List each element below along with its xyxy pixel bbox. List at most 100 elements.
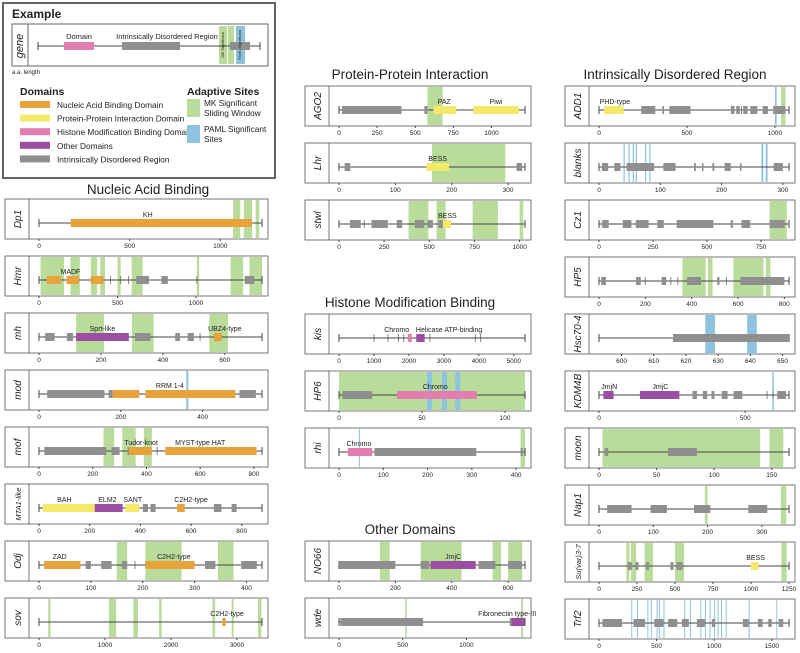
gene-label: MTA1-like	[14, 487, 23, 520]
gene-panel-hsc70-4: Hsc70-4 600 610 620 630 640 650	[564, 313, 796, 365]
example-domain-label: Domain	[66, 32, 92, 41]
axis-tick-label: 640	[745, 358, 756, 365]
domain-block-idr	[712, 163, 715, 171]
section-title-histone: Histone Modification Binding	[325, 295, 495, 310]
axis-tick-label: 600	[186, 528, 197, 535]
axis-tick-label: 300	[503, 187, 514, 194]
axis-tick-label: 200	[84, 528, 95, 535]
axis-tick-label: 0	[337, 585, 341, 592]
gene-label: NO66	[313, 548, 324, 575]
gene-label: Hmr	[13, 266, 24, 286]
paml-site	[663, 600, 665, 638]
domain-block-idr	[516, 163, 523, 171]
legend-label-ppi: Protein-Protein Interaction Domain	[57, 114, 185, 124]
domain-label: JmjN	[601, 384, 617, 391]
mk-window	[103, 428, 115, 466]
legend-adaptive-list: MK Significant Sliding Window PAML Signifi…	[187, 98, 267, 144]
axis-tick-label: 1000	[189, 300, 204, 307]
section-title-ppi: Protein-Protein Interaction	[332, 67, 489, 82]
domain-label: SANT	[123, 497, 142, 504]
domain-block-idr	[676, 562, 683, 570]
domain-block-idr	[135, 333, 151, 341]
domain-block-ppi	[125, 504, 140, 512]
mk-window	[212, 599, 216, 637]
domain-block-idr	[743, 106, 748, 114]
domain-block-ppi	[751, 562, 759, 570]
domain-block-other	[511, 618, 525, 626]
domain-block-ppi	[433, 106, 457, 114]
axis-tick-label: 800	[236, 528, 247, 535]
axis-tick-label: 100	[378, 472, 389, 479]
gene-label: Nap1	[573, 493, 584, 517]
domain-block-idr	[142, 504, 148, 512]
mk-window	[780, 486, 787, 524]
domain-block-idr	[349, 220, 361, 228]
axis-tick-label: 800	[779, 301, 790, 308]
axis-tick-label: 0	[37, 642, 41, 649]
domain-block-idr	[602, 163, 609, 171]
domain-label: Chromo	[346, 441, 371, 448]
axis-tick-label: 400	[157, 357, 168, 364]
axis-tick-label: 100	[648, 529, 659, 536]
domain-block-other	[603, 391, 614, 399]
axis-tick-label: 300	[777, 187, 788, 194]
axis-tick-label: 200	[446, 187, 457, 194]
axis-tick-label: 500	[740, 415, 751, 422]
domain-block-idr	[757, 619, 763, 627]
gene-label: HP5	[573, 267, 584, 287]
gene-label: Cz1	[573, 211, 584, 229]
axis-tick-label: 2000	[164, 642, 179, 649]
domain-block-idr	[111, 447, 120, 455]
paml-site	[725, 600, 727, 638]
mk-window	[258, 599, 262, 637]
axis-tick-label: 0	[337, 130, 341, 137]
axis-tick-label: 1000	[367, 358, 382, 365]
domain-label: JmjC	[652, 384, 668, 391]
axis-tick-label: 0	[337, 415, 341, 422]
domain-label: PHD-type	[600, 99, 630, 106]
gene-panel-ago2: AGO2 PAZ Piwi 0 250 500 750 1000	[304, 85, 532, 137]
domain-block-nucleic	[66, 276, 80, 284]
gene-label: Hsc70-4	[573, 315, 584, 353]
paml-site	[709, 600, 711, 638]
paml-site	[717, 600, 719, 638]
mk-window	[230, 257, 244, 295]
domain-block-idr	[635, 562, 639, 570]
domain-block-idr	[694, 505, 711, 513]
axis-tick-label: 300	[756, 529, 767, 536]
domain-block-idr	[741, 220, 751, 228]
axis-tick-label: 0	[597, 529, 601, 536]
example-mk-vertical-label: MK Significant	[220, 31, 225, 57]
gene-panel-moon: moon 0 50 100 150	[564, 427, 796, 479]
legend-swatch-other	[20, 141, 50, 149]
axis-tick-label: 0	[37, 300, 41, 307]
axis-tick-label: 0	[37, 414, 41, 421]
axis-tick-label: 2000	[402, 358, 417, 365]
axis-tick-label: 600	[219, 357, 230, 364]
axis-tick-label: 0	[37, 243, 41, 250]
gene-panel-wde: wde Fibronectin type-III 0 500 1000	[304, 597, 536, 649]
domain-block-idr	[669, 106, 691, 114]
mk-window	[255, 200, 260, 238]
example-domain-block	[64, 42, 94, 50]
gene-panel-dp1: Dp1 KH 0 500 1000	[4, 198, 269, 250]
axis-tick-label: 500	[424, 244, 435, 251]
axis-tick-label: 0	[37, 357, 41, 364]
domain-block-idr	[175, 333, 180, 341]
domain-label: Chromo	[384, 327, 409, 334]
domain-block-idr	[773, 163, 783, 171]
domain-label: C2H2-type	[157, 554, 191, 561]
mk-window	[231, 599, 234, 637]
domain-block-idr	[694, 163, 696, 171]
axis-tick-label: 200	[87, 471, 98, 478]
domain-block-nucleic	[112, 390, 140, 398]
gene-label: moon	[573, 435, 584, 460]
axis-tick-label: 400	[135, 528, 146, 535]
panel-frame	[304, 313, 532, 355]
domain-block-idr	[602, 619, 623, 627]
domain-block-idr	[635, 220, 649, 228]
domain-block-histone	[407, 334, 412, 342]
axis-tick-label: 5000	[507, 358, 522, 365]
domain-block-idr	[633, 619, 646, 627]
domain-label: BAH	[57, 497, 71, 504]
